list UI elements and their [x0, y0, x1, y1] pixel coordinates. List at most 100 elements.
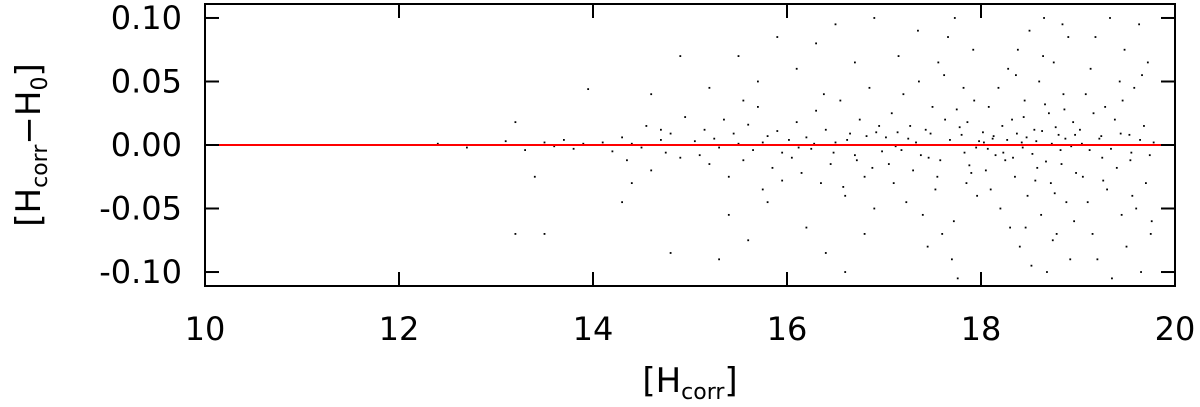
- point: [1070, 145, 1073, 148]
- point: [1120, 213, 1123, 216]
- point: [815, 42, 817, 45]
- point: [1073, 220, 1076, 223]
- point: [1043, 17, 1045, 19]
- point: [1121, 99, 1124, 102]
- point: [1042, 55, 1044, 57]
- x-tick-label: 12: [379, 310, 420, 348]
- point: [1067, 36, 1070, 38]
- point: [679, 55, 682, 57]
- point: [881, 150, 883, 153]
- x-tick-label: 14: [573, 310, 614, 348]
- point: [1011, 118, 1013, 121]
- point: [514, 233, 517, 235]
- point: [761, 141, 764, 144]
- point: [1118, 80, 1121, 83]
- point: [1044, 103, 1046, 106]
- point: [1069, 258, 1072, 261]
- point: [1016, 48, 1019, 51]
- point: [1094, 36, 1097, 38]
- point: [504, 140, 507, 143]
- point: [890, 112, 893, 115]
- label-subscript: corr: [28, 144, 53, 188]
- point: [582, 142, 585, 145]
- point: [1065, 201, 1068, 204]
- point: [543, 233, 546, 235]
- point: [854, 61, 856, 64]
- point: [905, 201, 908, 204]
- point: [855, 159, 858, 162]
- point: [1031, 152, 1034, 155]
- point: [732, 132, 735, 135]
- point: [984, 169, 987, 172]
- point: [752, 149, 754, 151]
- point: [693, 140, 696, 143]
- point: [795, 67, 798, 70]
- point: [989, 188, 992, 191]
- point: [873, 207, 876, 210]
- point: [868, 86, 871, 89]
- point: [1036, 166, 1039, 169]
- point: [1055, 233, 1058, 235]
- label-subscript: corr: [681, 380, 725, 405]
- point: [1125, 245, 1128, 248]
- point: [1054, 126, 1057, 129]
- point: [1111, 277, 1113, 280]
- point: [926, 245, 929, 248]
- point: [1079, 128, 1081, 131]
- point: [640, 146, 643, 149]
- point: [1033, 128, 1036, 131]
- point: [829, 163, 832, 165]
- point: [863, 233, 866, 235]
- point: [960, 133, 963, 136]
- point: [844, 271, 847, 273]
- point: [1084, 93, 1087, 96]
- point: [1104, 105, 1107, 108]
- point: [955, 108, 958, 111]
- label-part: [H: [642, 361, 681, 401]
- point: [963, 151, 966, 154]
- point: [1063, 108, 1066, 111]
- point: [1072, 121, 1075, 124]
- point: [790, 156, 793, 159]
- point: [1102, 179, 1105, 182]
- point: [781, 179, 784, 182]
- point: [718, 258, 720, 261]
- point: [669, 132, 672, 135]
- point: [907, 137, 910, 140]
- point: [929, 132, 932, 135]
- point: [703, 128, 706, 131]
- point: [669, 252, 672, 254]
- point: [805, 226, 808, 229]
- point: [1061, 23, 1064, 26]
- point: [991, 137, 994, 140]
- point: [921, 213, 924, 216]
- point: [1014, 175, 1016, 178]
- point: [747, 123, 750, 126]
- y-tick-label: 0.00: [111, 126, 182, 164]
- point: [863, 175, 866, 178]
- x-tick-label: 20: [1155, 310, 1196, 348]
- point: [1129, 159, 1132, 162]
- point: [865, 135, 868, 138]
- point: [1053, 192, 1056, 195]
- point: [1088, 149, 1091, 151]
- point: [771, 166, 774, 169]
- label-part: [H: [9, 188, 49, 227]
- point: [849, 132, 851, 135]
- point: [962, 86, 965, 89]
- point: [788, 139, 790, 141]
- point: [572, 147, 575, 150]
- point: [747, 239, 750, 242]
- point: [917, 29, 919, 32]
- point: [1046, 271, 1048, 273]
- point: [766, 135, 769, 138]
- point: [943, 74, 946, 77]
- point: [718, 146, 720, 149]
- point: [919, 154, 922, 157]
- point: [937, 61, 940, 64]
- point: [999, 207, 1002, 210]
- point: [1015, 132, 1018, 135]
- point: [742, 159, 745, 162]
- point: [1004, 159, 1007, 162]
